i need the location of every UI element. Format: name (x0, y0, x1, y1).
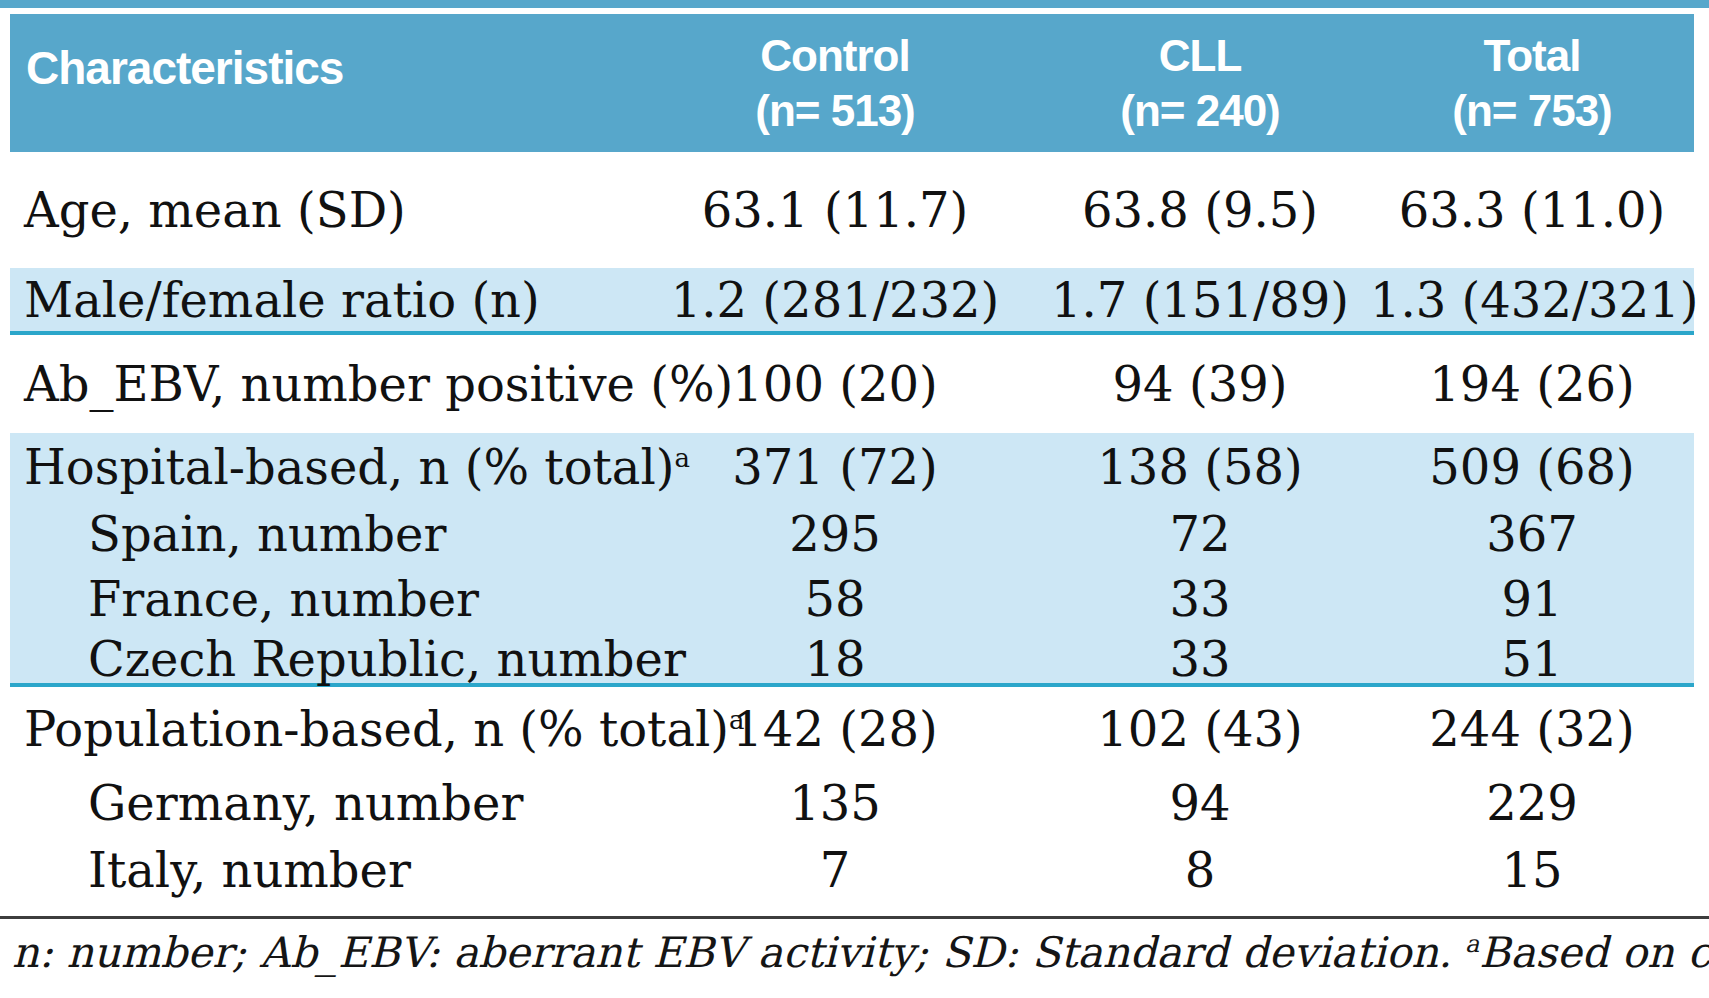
cell-control: 63.1 (11.7) (640, 182, 1030, 238)
col-header-total: Total (n= 753) (1370, 28, 1694, 138)
cell-total: 91 (1370, 571, 1694, 627)
cell-cll: 138 (58) (1030, 439, 1370, 495)
col-header-control-n: (n= 513) (640, 83, 1030, 138)
row-label-text: Germany, number (88, 775, 523, 831)
row-label: Germany, number (10, 775, 640, 831)
col-header-control: Control (n= 513) (640, 28, 1030, 138)
row-label: Ab_EBV, number positive (%) (10, 356, 640, 412)
cell-cll: 63.8 (9.5) (1030, 182, 1370, 238)
row-label-text: Ab_EBV, number positive (%) (24, 356, 733, 412)
cell-cll: 72 (1030, 506, 1370, 562)
col-header-cll-title: CLL (1030, 28, 1370, 83)
row-label-text: Italy, number (88, 842, 411, 898)
cell-control: 142 (28) (640, 701, 1030, 757)
table-row-spain: Spain, number 295 72 367 (10, 501, 1694, 566)
table-row-age: Age, mean (SD) 63.1 (11.7) 63.8 (9.5) 63… (10, 152, 1694, 268)
cell-control: 7 (640, 842, 1030, 898)
cell-cll: 1.7 (151/89) (1030, 272, 1370, 328)
cell-total: 509 (68) (1370, 439, 1694, 495)
cell-control: 1.2 (281/232) (640, 272, 1030, 328)
row-label: Population-based, n (% total)a (10, 701, 640, 757)
row-label-text: France, number (88, 571, 479, 627)
row-label: Hospital-based, n (% total)a (10, 439, 640, 495)
cell-control: 58 (640, 571, 1030, 627)
row-label: Italy, number (10, 842, 640, 898)
cell-total: 63.3 (11.0) (1370, 182, 1694, 238)
col-header-cll-n: (n= 240) (1030, 83, 1370, 138)
cell-total: 244 (32) (1370, 701, 1694, 757)
row-label-text: Population-based, n (% total) (24, 701, 729, 757)
footnote-based-on-control: Based on control (1479, 928, 1709, 977)
table-row-ab-ebv: Ab_EBV, number positive (%) 100 (20) 94 … (10, 335, 1694, 433)
cell-cll: 33 (1030, 631, 1370, 687)
table-row-male-female: Male/female ratio (n) 1.2 (281/232) 1.7 … (10, 268, 1694, 331)
table-header-row: Characteristics Control (n= 513) CLL (n=… (10, 14, 1694, 152)
cell-control: 371 (72) (640, 439, 1030, 495)
cell-cll: 94 (39) (1030, 356, 1370, 412)
row-label: Male/female ratio (n) (10, 272, 640, 328)
table-row-germany: Germany, number 135 94 229 (10, 770, 1694, 835)
row-label-text: Czech Republic, number (88, 631, 686, 687)
row-label-text: Age, mean (SD) (24, 182, 406, 238)
top-blue-strip (0, 0, 1709, 8)
footnote-marker-a: a (1465, 930, 1479, 958)
table-row-france: France, number 58 33 91 (10, 566, 1694, 631)
cell-total: 1.3 (432/321) (1370, 272, 1694, 328)
cell-cll: 8 (1030, 842, 1370, 898)
cell-control: 295 (640, 506, 1030, 562)
row-label-text: Spain, number (88, 506, 446, 562)
cell-cll: 94 (1030, 775, 1370, 831)
cell-total: 229 (1370, 775, 1694, 831)
col-header-control-title: Control (640, 28, 1030, 83)
section-population-based: Population-based, n (% total)a 142 (28) … (10, 687, 1694, 905)
characteristics-table: Characteristics Control (n= 513) CLL (n=… (10, 14, 1694, 905)
cell-control: 135 (640, 775, 1030, 831)
cell-control: 100 (20) (640, 356, 1030, 412)
cell-cll: 33 (1030, 571, 1370, 627)
row-label-text: Male/female ratio (n) (24, 272, 540, 328)
col-header-total-n: (n= 753) (1370, 83, 1694, 138)
table-row-czech-republic: Czech Republic, number 18 33 51 (10, 631, 1694, 683)
section-hospital-based: Hospital-based, n (% total)a 371 (72) 13… (10, 433, 1694, 687)
cell-total: 367 (1370, 506, 1694, 562)
col-header-characteristics: Characteristics (10, 14, 640, 98)
table-row-population-based: Population-based, n (% total)a 142 (28) … (10, 687, 1694, 770)
row-label: Spain, number (10, 506, 640, 562)
cell-cll: 102 (43) (1030, 701, 1370, 757)
table-row-hospital-based: Hospital-based, n (% total)a 371 (72) 13… (10, 433, 1694, 501)
cell-total: 194 (26) (1370, 356, 1694, 412)
col-header-cll: CLL (n= 240) (1030, 28, 1370, 138)
row-label: Age, mean (SD) (10, 182, 640, 238)
col-header-total-title: Total (1370, 28, 1694, 83)
cell-total: 15 (1370, 842, 1694, 898)
row-label-text: Hospital-based, n (% total) (24, 439, 675, 495)
section-male-female: Male/female ratio (n) 1.2 (281/232) 1.7 … (10, 268, 1694, 335)
cell-control: 18 (640, 631, 1030, 687)
row-label: Czech Republic, number (10, 631, 640, 687)
paper-table-figure: Characteristics Control (n= 513) CLL (n=… (0, 0, 1709, 998)
table-row-italy: Italy, number 7 8 15 (10, 835, 1694, 905)
cell-total: 51 (1370, 631, 1694, 687)
footnote-abbreviations: n: number; Ab_EBV: aberrant EBV activity… (12, 928, 1465, 977)
row-label: France, number (10, 571, 640, 627)
section-ab-ebv: Ab_EBV, number positive (%) 100 (20) 94 … (10, 335, 1694, 433)
section-age: Age, mean (SD) 63.1 (11.7) 63.8 (9.5) 63… (10, 152, 1694, 268)
footnote-divider-rule (0, 916, 1709, 919)
table-footnote: n: number; Ab_EBV: aberrant EBV activity… (12, 928, 1692, 977)
